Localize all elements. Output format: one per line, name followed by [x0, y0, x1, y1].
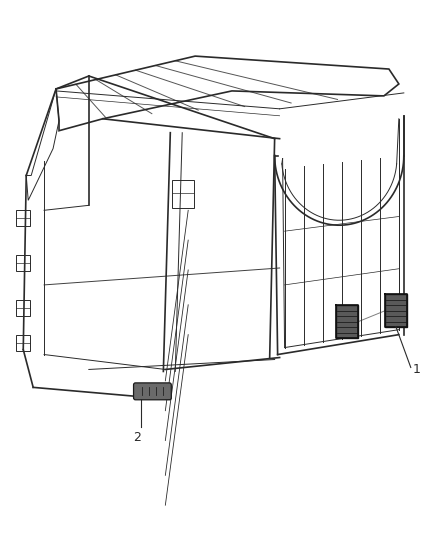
Text: 1: 1	[413, 363, 420, 376]
Bar	[16, 300, 30, 316]
Text: 2: 2	[134, 431, 141, 444]
FancyBboxPatch shape	[134, 383, 171, 400]
Bar	[16, 335, 30, 351]
Bar	[385, 294, 407, 327]
Bar	[16, 255, 30, 271]
Bar	[16, 211, 30, 226]
Bar	[336, 305, 358, 338]
